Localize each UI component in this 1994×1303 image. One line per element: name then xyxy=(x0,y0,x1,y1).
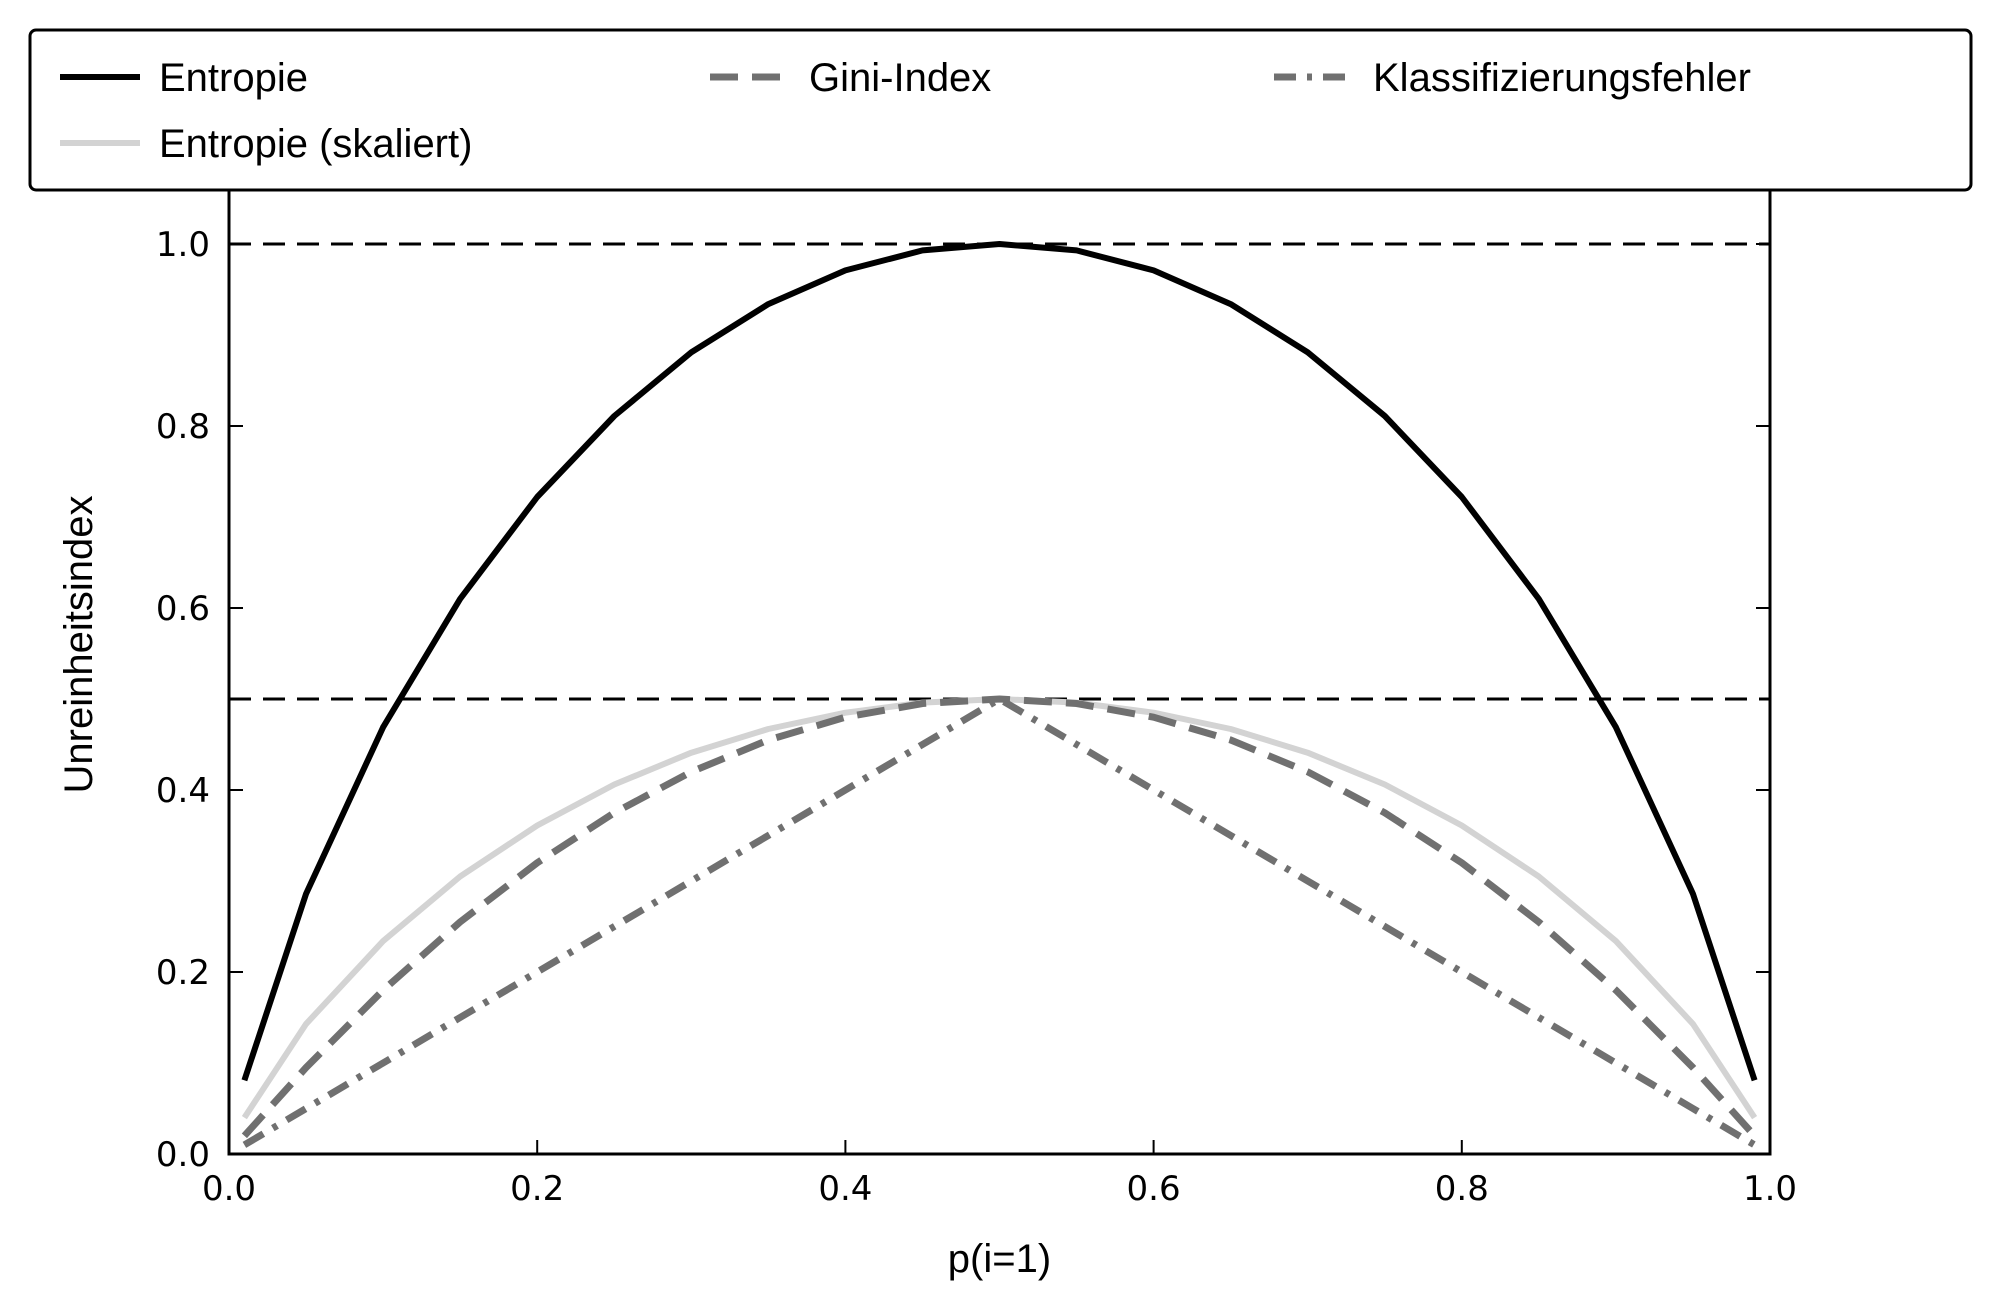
y-tick-label: 1.0 xyxy=(156,225,210,265)
legend-label: Entropie (skaliert) xyxy=(159,122,472,166)
y-axis-label: Unreinheitsindex xyxy=(57,496,101,794)
legend-label: Entropie xyxy=(159,56,308,100)
y-tick-label: 0.2 xyxy=(156,953,210,993)
legend-entries: Entropie Gini-Index Klassifizierungsfehler… xyxy=(60,56,1751,166)
x-tick-label: 1.0 xyxy=(1743,1169,1797,1209)
legend-label: Gini-Index xyxy=(809,56,991,100)
legend-label: Klassifizierungsfehler xyxy=(1373,56,1751,100)
x-tick-label: 0.2 xyxy=(510,1169,564,1209)
y-tick-label: 0.0 xyxy=(156,1135,210,1175)
x-tick-label: 0.6 xyxy=(1127,1169,1181,1209)
y-tick-label: 0.4 xyxy=(156,771,210,811)
ticks xyxy=(228,135,1771,1155)
x-tick-label: 0.0 xyxy=(202,1169,256,1209)
legend: Entropie Gini-Index Klassifizierungsfehler… xyxy=(28,28,1973,192)
x-tick-label: 0.4 xyxy=(818,1169,872,1209)
legend-box xyxy=(28,28,1973,192)
series-gini-index xyxy=(241,695,1758,1139)
series-entropie xyxy=(241,241,1758,1082)
series-klassifizierungsfehler xyxy=(242,695,1757,1148)
x-axis-label: p(i=1) xyxy=(948,1237,1051,1281)
series-entropie-skaliert xyxy=(241,696,1758,1120)
legend-entry-entropie-skaliert: Entropie (skaliert) xyxy=(60,122,472,166)
y-tick-label: 0.6 xyxy=(156,589,210,629)
legend-entry-entropie: Entropie xyxy=(60,56,308,100)
x-tick-label: 0.8 xyxy=(1435,1169,1489,1209)
y-tick-label: 0.8 xyxy=(156,407,210,447)
plot-lines xyxy=(229,241,1770,1148)
legend-entry-klassifizierungsfehler: Klassifizierungsfehler xyxy=(1274,56,1751,100)
legend-entry-gini-index: Gini-Index xyxy=(710,56,991,100)
tick-labels: 0.0 0.2 0.4 0.6 0.8 1.0 0.0 0.2 0.4 0.6 0.8 1.0 xyxy=(156,225,1797,1209)
plot-frame xyxy=(227,133,1772,1156)
